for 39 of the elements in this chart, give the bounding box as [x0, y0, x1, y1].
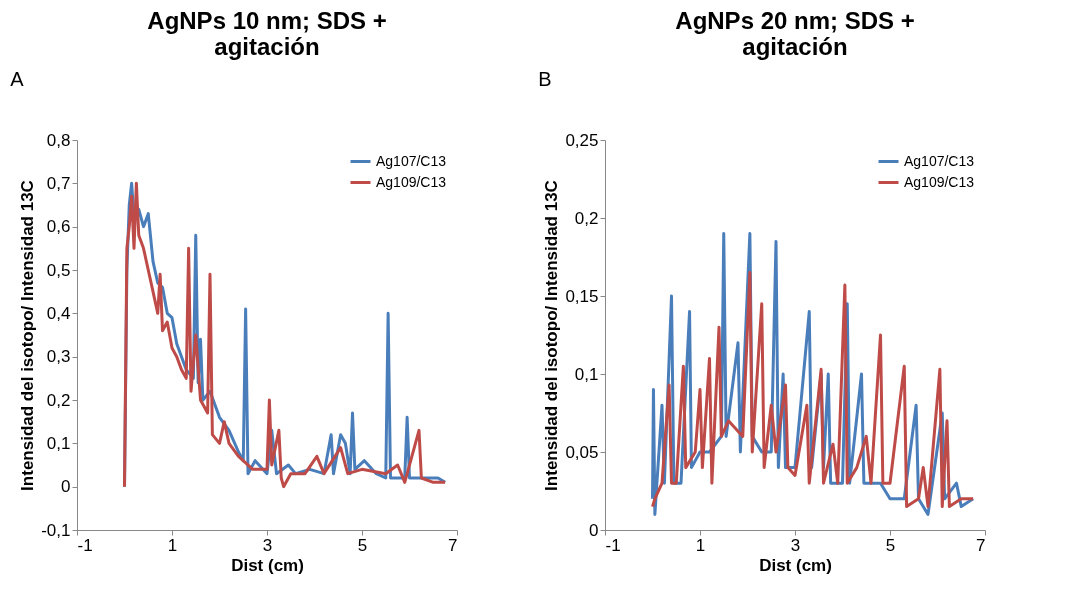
x-tick-label: 3 [790, 535, 801, 555]
y-tick-label: 0,1 [46, 433, 71, 453]
y-axis-title: Intensidad del isotopo/ Intensidad 13C [542, 180, 562, 491]
y-tick-label: 0 [589, 520, 599, 540]
y-tick-label: -0,1 [41, 520, 71, 540]
y-tick-label: 0,2 [574, 208, 599, 228]
y-tick-label: 0,3 [46, 347, 71, 367]
x-tick-label: 3 [262, 535, 273, 555]
y-tick-label: 0,2 [46, 390, 71, 410]
line-series [651, 271, 975, 509]
y-tick-label: 0,4 [46, 303, 71, 323]
y-tick-label: 0,7 [46, 173, 71, 193]
y-tick-label: 0,5 [46, 260, 71, 280]
x-tick-label: 5 [357, 535, 368, 555]
legend-label: Ag109/C13 [376, 173, 447, 190]
y-axis-title: Intensidad del isotopo/ Intensidad 13C [18, 180, 38, 491]
y-tick-label: 0,8 [46, 130, 71, 150]
y-tick-label: 0,05 [565, 442, 599, 462]
y-tick-label: 0,15 [565, 286, 599, 306]
x-axis-title: Dist (cm) [759, 555, 832, 575]
y-tick-label: 0 [61, 477, 71, 497]
x-tick-label: 1 [167, 535, 178, 555]
x-tick-label: 7 [976, 535, 986, 555]
chart-title: AgNPs 20 nm; SDS + agitación [675, 7, 915, 60]
x-tick-label: 5 [885, 535, 896, 555]
text: B [538, 68, 552, 90]
legend-label: Ag107/C13 [904, 152, 975, 169]
legend-label: Ag107/C13 [376, 152, 447, 169]
y-tick-label: 0,6 [46, 217, 71, 237]
y-tick-label: 0,1 [574, 364, 599, 384]
legend-label: Ag109/C13 [904, 173, 975, 190]
x-tick-label: -1 [605, 535, 621, 555]
x-axis-title: Dist (cm) [231, 555, 304, 575]
text: A [10, 68, 25, 90]
chart-title: AgNPs 10 nm; SDS + agitación [147, 7, 387, 60]
x-tick-label: 1 [695, 535, 706, 555]
x-tick-label: 7 [448, 535, 458, 555]
x-tick-label: -1 [77, 535, 93, 555]
y-tick-label: 0,25 [565, 130, 599, 150]
